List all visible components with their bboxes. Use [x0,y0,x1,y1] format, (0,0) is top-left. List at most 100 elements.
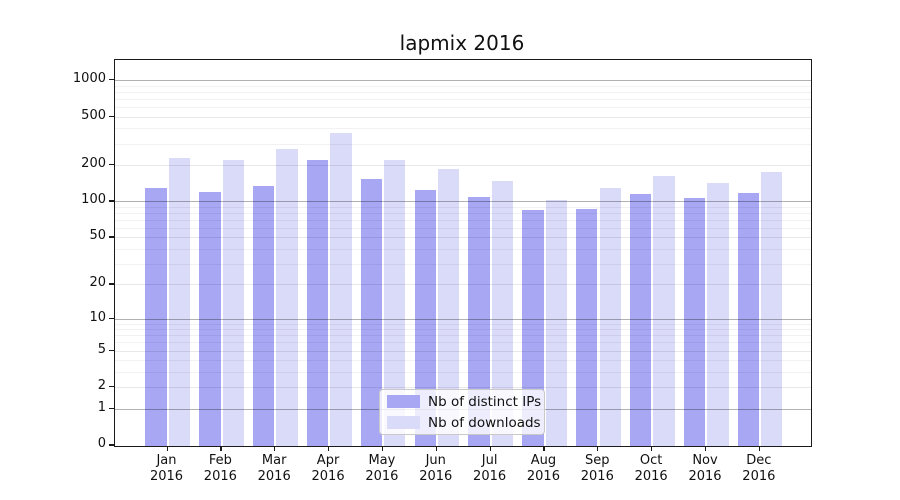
gridline-10 [115,318,811,320]
y-tick-label-1000: 1000 [72,71,106,87]
y-tick-label-0: 0 [97,436,106,452]
bar-nb-of-downloads-jan-2016 [168,158,191,446]
gridline-4 [115,360,811,362]
gridline-700 [115,98,811,100]
y-tick-1 [109,407,114,409]
x-tick-aug-2016 [543,446,545,451]
bar-nb-of-distinct-ips-sep-2016 [576,209,598,446]
y-tick-label-20: 20 [89,275,106,291]
y-tick-50 [109,236,114,238]
bar-nb-of-downloads-aug-2016 [545,200,568,446]
bar-nb-of-downloads-apr-2016 [330,132,352,446]
x-tick-label-oct-2016: Oct 2016 [634,453,668,484]
gridline-60 [115,228,811,229]
x-tick-nov-2016 [705,446,707,451]
legend-item-nb-of-downloads: Nb of downloads [387,416,541,430]
bar-nb-of-downloads-may-2016 [384,160,406,446]
x-tick-label-apr-2016: Apr 2016 [311,453,345,484]
gridline-70 [115,219,811,221]
plot-area [114,59,812,447]
x-tick-jun-2016 [435,446,437,451]
y-tick-1000 [109,79,114,81]
bar-nb-of-distinct-ips-apr-2016 [306,160,329,446]
x-tick-jul-2016 [489,446,491,451]
x-tick-oct-2016 [651,446,653,451]
x-tick-label-jan-2016: Jan 2016 [149,453,184,484]
y-tick-label-5: 5 [97,341,106,357]
bar-nb-of-downloads-oct-2016 [653,176,675,446]
gridline-900 [115,85,811,87]
legend-label-nb-of-distinct-ips: Nb of distinct IPs [428,393,542,410]
gridline-20 [115,284,811,286]
x-tick-sep-2016 [597,446,599,451]
y-tick-label-1: 1 [97,399,106,415]
bar-nb-of-distinct-ips-feb-2016 [199,192,221,446]
bar-nb-of-downloads-mar-2016 [276,148,298,446]
gridline-3 [115,372,811,374]
gridline-30 [115,263,811,265]
gridline-7 [115,335,811,337]
gridline-200 [115,164,811,166]
y-tick-2 [109,386,114,388]
x-tick-label-sep-2016: Sep 2016 [580,453,614,484]
bar-nb-of-distinct-ips-jun-2016 [414,190,436,446]
gridline-300 [115,143,811,145]
x-tick-label-feb-2016: Feb 2016 [203,453,237,484]
gridline-5 [115,350,811,352]
gridline-90 [115,206,811,208]
chart-title: lapmix 2016 [399,31,525,55]
bar-nb-of-downloads-jul-2016 [491,181,514,446]
x-tick-mar-2016 [274,446,276,451]
bar-nb-of-distinct-ips-mar-2016 [253,185,275,446]
legend-label-nb-of-downloads: Nb of downloads [428,414,541,431]
y-tick-0 [109,444,114,446]
y-tick-5 [109,349,114,351]
x-tick-label-may-2016: May 2016 [365,453,399,484]
bar-nb-of-distinct-ips-nov-2016 [683,197,706,446]
x-tick-feb-2016 [220,446,222,451]
x-tick-label-jun-2016: Jun 2016 [419,453,453,484]
bar-nb-of-distinct-ips-may-2016 [360,179,383,446]
gridline-6 [115,342,811,344]
y-tick-label-2: 2 [97,378,106,394]
legend-swatch-nb-of-downloads [387,416,420,429]
gridline-400 [115,128,811,130]
gridline-80 [115,213,811,214]
gridline-800 [115,91,811,93]
y-tick-label-100: 100 [81,192,106,208]
x-tick-may-2016 [381,446,384,451]
x-tick-label-jul-2016: Jul 2016 [473,453,507,484]
bar-nb-of-distinct-ips-jan-2016 [145,188,167,446]
y-tick-100 [109,200,114,202]
bar-nb-of-distinct-ips-jul-2016 [468,196,490,446]
y-tick-label-10: 10 [89,309,106,325]
bar-nb-of-distinct-ips-dec-2016 [737,193,760,446]
gridline-2 [115,387,811,389]
gridline-1000 [115,80,811,82]
y-tick-label-500: 500 [81,107,106,123]
legend-item-nb-of-distinct-ips: Nb of distinct IPs [387,395,541,409]
bar-nb-of-downloads-dec-2016 [761,171,783,446]
y-tick-label-50: 50 [89,228,106,244]
y-tick-10 [109,317,114,319]
x-tick-label-aug-2016: Aug 2016 [526,453,560,484]
bar-nb-of-downloads-sep-2016 [599,187,621,446]
y-tick-500 [109,115,114,117]
gridline-50 [115,237,811,239]
x-tick-jan-2016 [166,446,168,451]
bar-nb-of-distinct-ips-aug-2016 [522,210,544,446]
gridline-40 [115,249,811,250]
x-tick-label-nov-2016: Nov 2016 [688,453,722,484]
bar-nb-of-distinct-ips-oct-2016 [629,194,652,446]
y-tick-label-200: 200 [81,155,106,171]
x-tick-dec-2016 [758,446,761,451]
y-tick-200 [109,163,114,166]
gridline-8 [115,329,811,331]
x-tick-label-mar-2016: Mar 2016 [257,453,291,484]
gridline-100 [115,201,811,203]
bar-nb-of-downloads-feb-2016 [222,159,244,446]
legend-swatch-nb-of-distinct-ips [387,395,420,408]
x-tick-apr-2016 [328,446,330,451]
gridline-9 [115,323,811,325]
